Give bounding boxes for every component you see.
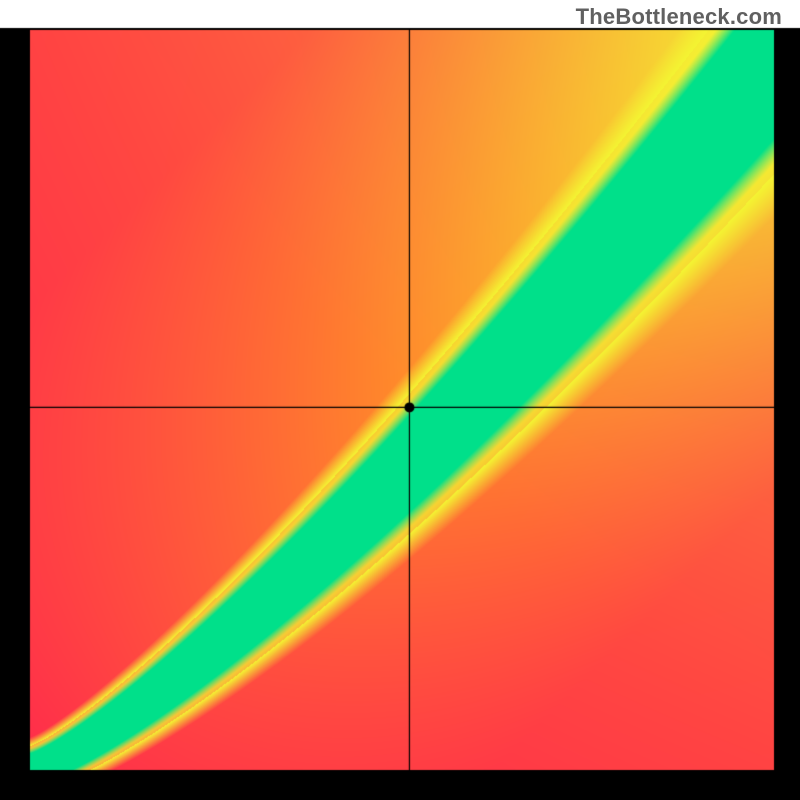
chart-container: TheBottleneck.com	[0, 0, 800, 800]
watermark-text: TheBottleneck.com	[576, 4, 782, 30]
heatmap-canvas	[0, 0, 800, 800]
